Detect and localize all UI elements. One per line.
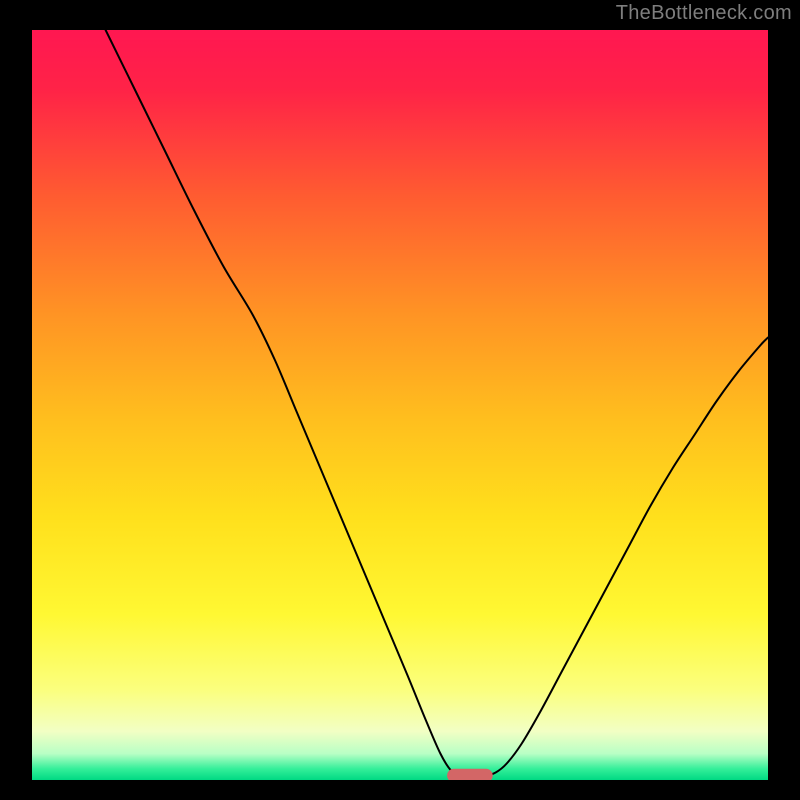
- page-frame: TheBottleneck.com: [0, 0, 800, 800]
- chart-svg: [32, 30, 768, 780]
- watermark-text: TheBottleneck.com: [616, 2, 792, 25]
- bottleneck-chart: [32, 30, 768, 780]
- chart-background: [32, 30, 768, 780]
- optimum-marker: [447, 769, 493, 780]
